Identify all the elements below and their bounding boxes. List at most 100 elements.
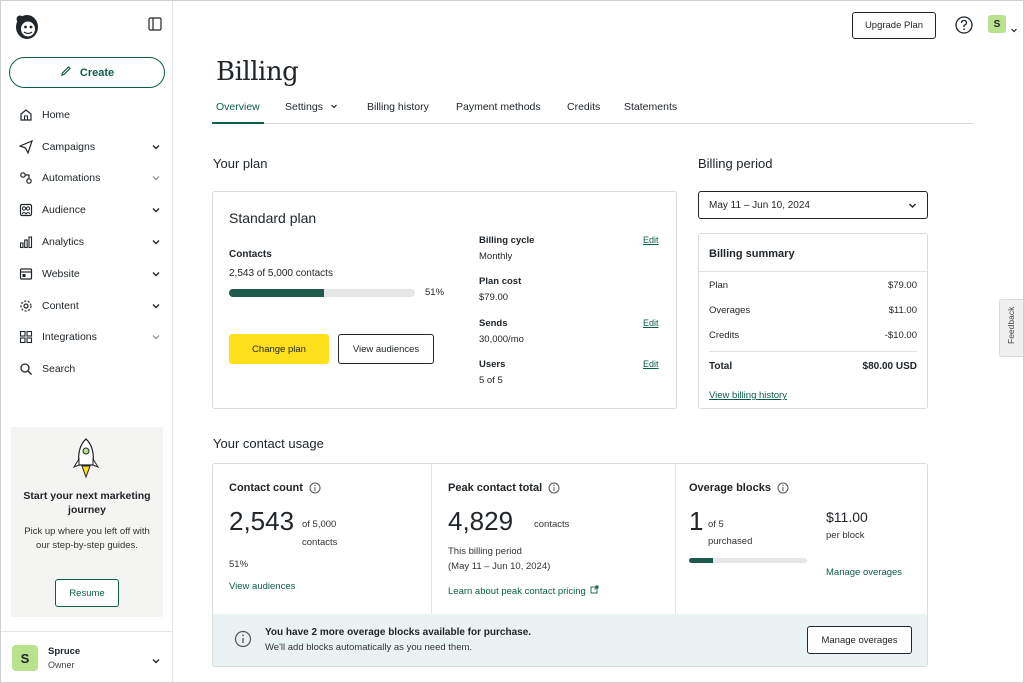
info-icon[interactable] xyxy=(309,482,321,494)
tab-credits[interactable]: Credits xyxy=(567,101,601,113)
plan-cost-value: $79.00 xyxy=(479,292,509,303)
tab-billing-history[interactable]: Billing history xyxy=(367,101,429,113)
info-icon xyxy=(234,630,252,648)
overage-blocks-value: 1 xyxy=(689,506,704,536)
manage-overages-button[interactable]: Manage overages xyxy=(807,626,912,654)
tab-bar: Overview Settings Billing history Paymen… xyxy=(212,97,974,124)
sidebar-item-label: Content xyxy=(42,299,79,312)
sidebar-item-home[interactable]: Home xyxy=(1,99,173,131)
divider xyxy=(675,464,676,614)
sidebar-item-integrations[interactable]: Integrations xyxy=(1,322,173,354)
promo-title: Start your next marketing journey xyxy=(23,490,151,516)
edit-sends-link[interactable]: Edit xyxy=(643,318,659,328)
summary-label: Plan xyxy=(709,280,729,291)
chevron-down-icon[interactable] xyxy=(151,142,161,152)
contacts-value: 2,543 of 5,000 contacts xyxy=(229,268,333,279)
resume-button[interactable]: Resume xyxy=(55,579,119,607)
feedback-label: Feedback xyxy=(1006,306,1016,344)
billing-period-select[interactable]: May 11 – Jun 10, 2024 xyxy=(698,191,928,219)
chevron-down-icon[interactable] xyxy=(151,237,161,247)
chevron-down-icon[interactable] xyxy=(1010,21,1018,33)
billing-cycle-value: Monthly xyxy=(479,251,513,262)
automations-icon xyxy=(18,170,34,186)
chevron-down-icon[interactable] xyxy=(151,205,161,215)
chevron-down-icon[interactable] xyxy=(151,173,161,183)
sidebar-item-campaigns[interactable]: Campaigns xyxy=(1,131,173,163)
change-plan-button[interactable]: Change plan xyxy=(229,334,329,364)
tab-overview[interactable]: Overview xyxy=(212,97,264,124)
edit-billing-cycle-link[interactable]: Edit xyxy=(643,235,659,245)
tab-payment-methods[interactable]: Payment methods xyxy=(456,101,541,113)
chevron-down-icon[interactable] xyxy=(151,332,161,342)
sidebar-nav: Home Campaigns Automations Audience Anal… xyxy=(1,99,173,385)
peak-contact-title: Peak contact total xyxy=(448,482,560,494)
peak-contact-unit: contacts xyxy=(534,519,570,530)
sends: Sends 30,000/mo xyxy=(479,318,524,345)
peak-pricing-link[interactable]: Learn about peak contact pricing xyxy=(448,585,599,597)
peak-period-dates: (May 11 – Jun 10, 2024) xyxy=(448,561,551,572)
summary-row-plan: Plan $79.00 xyxy=(709,280,917,291)
sidebar-item-content[interactable]: Content xyxy=(1,290,173,322)
summary-row-total: Total $80.00 USD xyxy=(709,361,917,372)
contact-count-of: of 5,000 xyxy=(302,519,337,530)
sidebar-item-website[interactable]: Website xyxy=(1,258,173,290)
audience-icon xyxy=(18,202,34,218)
contact-count-percent: 51% xyxy=(229,559,249,570)
notice-title: You have 2 more overage blocks available… xyxy=(265,627,532,638)
chevron-down-icon[interactable] xyxy=(151,301,161,311)
avatar: S xyxy=(12,645,38,671)
contact-count-panel: Contact count 2,543 of 5,000 contacts 51… xyxy=(213,464,431,614)
sidebar-item-search[interactable]: Search xyxy=(1,353,173,385)
sidebar-item-analytics[interactable]: Analytics xyxy=(1,226,173,258)
users-value: 5 of 5 xyxy=(479,375,503,386)
external-link-icon xyxy=(590,585,599,597)
metric-title-label: Contact count xyxy=(229,482,303,494)
peak-pricing-label: Learn about peak contact pricing xyxy=(448,585,586,597)
contact-usage-card: Contact count 2,543 of 5,000 contacts 51… xyxy=(212,463,928,667)
website-icon xyxy=(18,266,34,282)
create-button[interactable]: Create xyxy=(9,57,165,88)
summary-value: $79.00 xyxy=(887,280,917,291)
progress-fill xyxy=(229,289,324,297)
view-audiences-button[interactable]: View audiences xyxy=(338,334,434,364)
billing-summary-card: Billing summary Plan $79.00 Overages $11… xyxy=(698,233,928,409)
tab-settings[interactable]: Settings xyxy=(285,97,338,124)
account-switcher[interactable]: S Spruce Owner xyxy=(1,631,173,682)
collapse-sidebar-icon[interactable] xyxy=(148,17,162,31)
account-role: Owner xyxy=(48,660,75,670)
help-icon[interactable] xyxy=(954,15,974,35)
summary-total-label: Total xyxy=(709,361,733,372)
sends-label: Sends xyxy=(479,318,508,329)
progress-fill xyxy=(689,558,713,563)
users-label: Users xyxy=(479,359,506,370)
chevron-down-icon[interactable] xyxy=(151,653,161,664)
onboarding-promo: Start your next marketing journey Pick u… xyxy=(11,427,163,617)
edit-users-link[interactable]: Edit xyxy=(643,359,659,369)
overage-notice: You have 2 more overage blocks available… xyxy=(213,614,927,666)
billing-cycle-label: Billing cycle xyxy=(479,235,535,246)
info-icon[interactable] xyxy=(548,482,560,494)
sidebar-item-label: Integrations xyxy=(42,331,97,344)
info-icon[interactable] xyxy=(777,482,789,494)
search-icon xyxy=(18,361,34,377)
account-info: Spruce Owner xyxy=(48,646,151,670)
chevron-down-icon[interactable] xyxy=(151,269,161,279)
mailchimp-logo-icon[interactable] xyxy=(13,11,41,41)
plan-cost: Plan cost $79.00 xyxy=(479,276,521,303)
manage-overages-link[interactable]: Manage overages xyxy=(826,567,903,578)
peak-contact-panel: Peak contact total 4,829 contacts This b… xyxy=(432,464,675,614)
view-billing-history-link[interactable]: View billing history xyxy=(709,390,787,401)
gear-icon xyxy=(18,298,34,314)
overage-progress-bar xyxy=(689,558,807,563)
sidebar-item-audience[interactable]: Audience xyxy=(1,194,173,226)
feedback-tab[interactable]: Feedback xyxy=(999,299,1023,357)
users: Users 5 of 5 xyxy=(479,359,505,386)
upgrade-plan-button[interactable]: Upgrade Plan xyxy=(852,12,936,39)
tab-statements[interactable]: Statements xyxy=(624,101,678,113)
view-audiences-link[interactable]: View audiences xyxy=(229,581,296,592)
sidebar-item-automations[interactable]: Automations xyxy=(1,163,173,195)
summary-row-overages: Overages $11.00 xyxy=(709,305,917,316)
overage-blocks-of: of 5 xyxy=(708,519,724,530)
contacts-label: Contacts xyxy=(229,249,272,260)
user-avatar[interactable]: S xyxy=(988,15,1006,33)
